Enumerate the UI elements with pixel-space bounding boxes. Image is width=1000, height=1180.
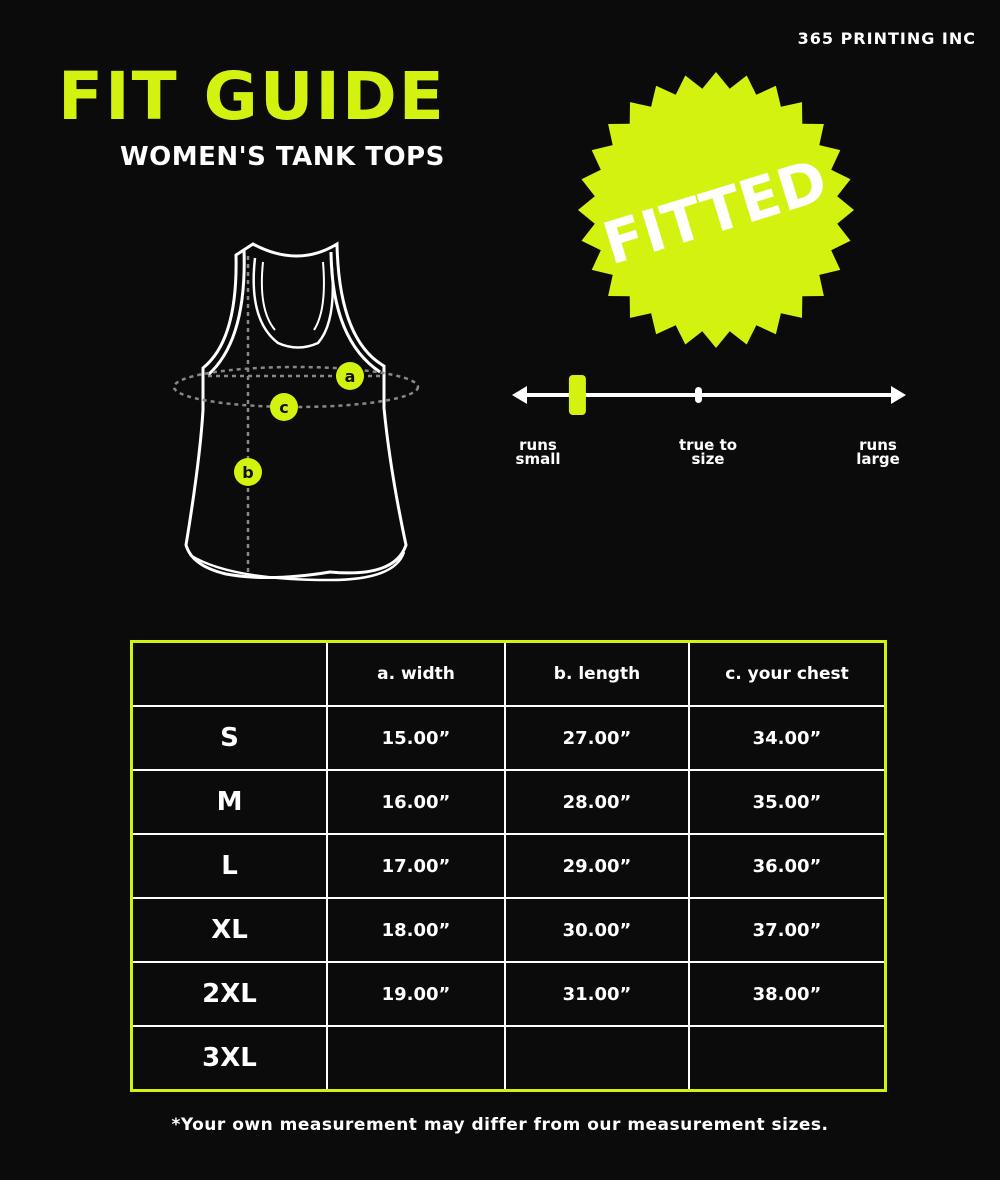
cell-chest: 35.00”: [688, 769, 887, 835]
true-to-size-tick: [695, 387, 702, 403]
cell-width: 18.00”: [326, 897, 506, 963]
label-true-to-size: true to size: [678, 436, 738, 468]
label-runs-large: runs large: [856, 436, 900, 468]
cell-chest: 36.00”: [688, 833, 887, 899]
page-title: FIT GUIDE: [58, 58, 446, 135]
table-row: 3XL: [130, 1025, 887, 1092]
header-width: a. width: [326, 640, 506, 707]
cell-chest: [688, 1025, 887, 1092]
cell-size: XL: [130, 897, 328, 963]
size-table: a. width b. length c. your chest S 15.00”…: [130, 640, 887, 1092]
tank-top-diagram: [184, 241, 408, 582]
cell-length: 30.00”: [504, 897, 690, 963]
table-row: L 17.00” 29.00” 36.00”: [130, 833, 887, 899]
brand-name: 365 PRINTING INC: [797, 29, 976, 48]
cell-size: L: [130, 833, 328, 899]
cell-width: 17.00”: [326, 833, 506, 899]
table-row: XL 18.00” 30.00” 37.00”: [130, 897, 887, 963]
header-chest: c. your chest: [688, 640, 887, 707]
cell-width: 15.00”: [326, 705, 506, 771]
svg-text:a: a: [345, 367, 356, 386]
illustrations: a c b FITTED: [172, 72, 906, 582]
cell-width: [326, 1025, 506, 1092]
cell-size: M: [130, 769, 328, 835]
marker-c: c: [270, 393, 298, 421]
table-header-row: a. width b. length c. your chest: [130, 640, 887, 707]
cell-size: 2XL: [130, 961, 328, 1027]
cell-chest: 38.00”: [688, 961, 887, 1027]
fit-scale-marker: [568, 375, 586, 415]
cell-length: [504, 1025, 690, 1092]
cell-length: 28.00”: [504, 769, 690, 835]
header-length: b. length: [504, 640, 690, 707]
footnote: *Your own measurement may differ from ou…: [171, 1115, 829, 1135]
table-row: S 15.00” 27.00” 34.00”: [130, 705, 887, 771]
cell-length: 29.00”: [504, 833, 690, 899]
marker-a: a: [336, 362, 364, 390]
cell-chest: 37.00”: [688, 897, 887, 963]
arrow-left-icon: [512, 386, 527, 404]
table-row: M 16.00” 28.00” 35.00”: [130, 769, 887, 835]
cell-size: S: [130, 705, 328, 771]
svg-text:c: c: [279, 398, 288, 417]
cell-width: 19.00”: [326, 961, 506, 1027]
label-runs-small: runs small: [515, 436, 561, 468]
fitted-badge-starburst: [578, 72, 854, 348]
table-row: 2XL 19.00” 31.00” 38.00”: [130, 961, 887, 1027]
fit-scale: [512, 375, 906, 415]
svg-text:b: b: [242, 463, 253, 482]
page-subtitle: WOMEN'S TANK TOPS: [120, 142, 445, 172]
cell-chest: 34.00”: [688, 705, 887, 771]
cell-length: 27.00”: [504, 705, 690, 771]
cell-length: 31.00”: [504, 961, 690, 1027]
header-size: [130, 640, 328, 707]
arrow-right-icon: [891, 386, 906, 404]
cell-size: 3XL: [130, 1025, 328, 1092]
cell-width: 16.00”: [326, 769, 506, 835]
marker-b: b: [234, 458, 262, 486]
